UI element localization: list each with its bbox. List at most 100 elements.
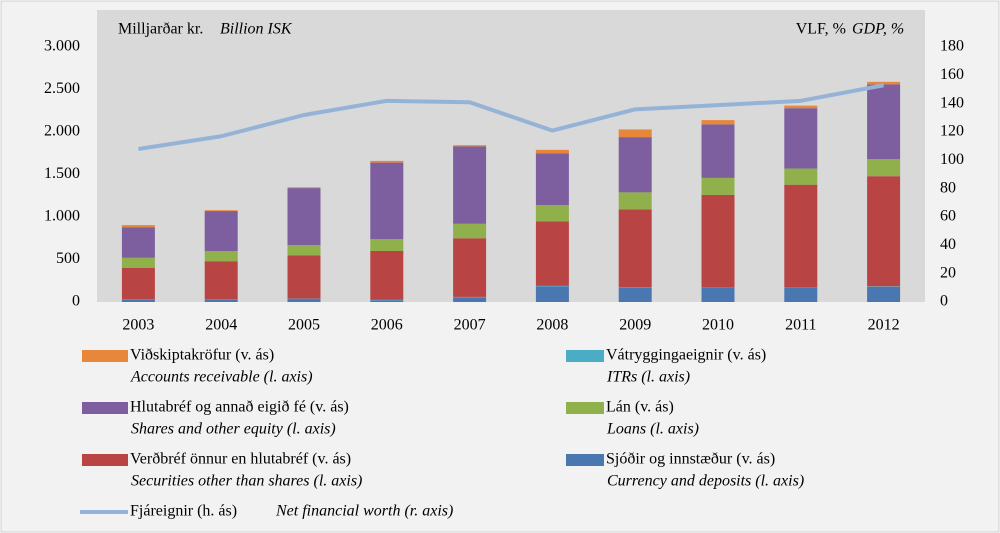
left-axis-label: Milljarðar kr.	[118, 21, 203, 38]
y-tick-label: 3.000	[44, 38, 80, 55]
bar-segment	[784, 105, 818, 109]
bar-segment	[121, 299, 155, 302]
bar-segment	[204, 251, 238, 262]
legend-label-en: ITRs (l. axis)	[606, 369, 690, 386]
bar-segment	[121, 257, 155, 268]
bar-segment	[867, 176, 901, 287]
bar-segment	[370, 160, 404, 163]
y2-tick-label: 120	[940, 123, 964, 140]
y2-tick-label: 140	[940, 94, 964, 111]
bar-segment	[701, 194, 735, 288]
legend-label: Verðbréf önnur en hlutabréf (v. ás)	[130, 451, 351, 468]
legend-label: Lán (v. ás)	[606, 399, 674, 416]
legend-swatch	[82, 454, 128, 466]
bar-segment	[287, 299, 321, 302]
x-tick-label: 2006	[371, 317, 403, 334]
right-axis-label: VLF, %	[796, 21, 846, 38]
bar-segment	[535, 149, 569, 154]
bar-segment	[370, 239, 404, 251]
legend-label: Viðskiptakröfur (v. ás)	[130, 347, 274, 364]
legend-label-en: Currency and deposits (l. axis)	[607, 473, 804, 490]
x-tick-label: 2008	[536, 317, 568, 334]
bar-segment	[535, 205, 569, 222]
bar-segment	[784, 287, 818, 302]
bar-segment	[287, 245, 321, 256]
legend-label-en: Accounts receivable (l. axis)	[130, 369, 313, 386]
bar-segment	[867, 81, 901, 85]
y-tick-label: 0	[72, 293, 80, 310]
legend-label: Vátryggingaeignir (v. ás)	[606, 347, 766, 364]
y2-tick-label: 100	[940, 151, 964, 168]
y-tick-label: 2.000	[44, 123, 80, 140]
bar-segment	[204, 261, 238, 300]
bar-segment	[370, 162, 404, 240]
bar-segment	[618, 192, 652, 210]
bar-segment	[784, 184, 818, 288]
bar-segment	[453, 297, 487, 302]
legend-swatch	[566, 402, 604, 414]
legend-label: Fjáreignir (h. ás)	[130, 503, 237, 520]
bar-segment	[121, 268, 155, 300]
bar-segment	[701, 120, 735, 125]
legend-label-en: Net financial worth (r. axis)	[275, 503, 453, 520]
bar-segment	[370, 300, 404, 302]
legend-label-en: Shares and other equity (l. axis)	[131, 421, 336, 438]
x-tick-label: 2007	[454, 317, 486, 334]
legend-label-en: Securities other than shares (l. axis)	[131, 473, 362, 490]
bar-segment	[867, 84, 901, 160]
legend-label: Hlutabréf og annað eigið fé (v. ás)	[130, 399, 349, 416]
left-axis-label-en: Billion ISK	[220, 21, 293, 38]
x-tick-label: 2003	[122, 317, 154, 334]
bar-segment	[204, 211, 238, 251]
bar-segment	[535, 286, 569, 302]
bar-segment	[121, 225, 155, 228]
bar-segment	[535, 221, 569, 286]
bar-segment	[287, 187, 321, 189]
legend-label-en: Loans (l. axis)	[606, 421, 699, 438]
bar-segment	[287, 255, 321, 299]
x-tick-label: 2004	[205, 317, 237, 334]
x-tick-label: 2012	[868, 317, 900, 334]
bar-segment	[784, 168, 818, 185]
right-axis-label-en: GDP, %	[852, 21, 904, 38]
bar-segment	[453, 223, 487, 239]
legend-swatch	[566, 350, 604, 362]
bar-segment	[121, 227, 155, 258]
bar-segment	[867, 159, 901, 177]
bar-segment	[867, 286, 901, 302]
bar-segment	[370, 251, 404, 300]
y2-tick-label: 0	[940, 293, 948, 310]
y2-tick-label: 60	[940, 208, 956, 225]
y2-tick-label: 160	[940, 66, 964, 83]
x-tick-label: 2005	[288, 317, 320, 334]
y-tick-label: 2.500	[44, 80, 80, 97]
bar-segment	[701, 124, 735, 178]
bar-segment	[618, 287, 652, 302]
x-tick-label: 2011	[785, 317, 816, 334]
bar-segment	[453, 146, 487, 224]
legend-swatch	[82, 350, 128, 362]
y2-tick-label: 80	[940, 179, 956, 196]
bar-segment	[618, 129, 652, 138]
bar-segment	[204, 299, 238, 302]
bar-segment	[618, 209, 652, 288]
y-tick-label: 1.500	[44, 165, 80, 182]
bar-segment	[535, 153, 569, 206]
bar-segment	[287, 188, 321, 246]
legend-label: Sjóðir og innstæður (v. ás)	[606, 451, 775, 468]
y2-tick-label: 40	[940, 236, 956, 253]
y2-tick-label: 20	[940, 264, 956, 281]
bar-segment	[701, 177, 735, 195]
y-tick-label: 500	[56, 250, 80, 267]
bar-segment	[618, 137, 652, 193]
y-tick-label: 1.000	[44, 208, 80, 225]
x-tick-label: 2009	[619, 317, 651, 334]
y2-tick-label: 180	[940, 38, 964, 55]
bar-segment	[453, 238, 487, 297]
legend-swatch	[82, 402, 128, 414]
line	[138, 83, 884, 151]
bar-segment	[204, 210, 238, 212]
bar-segment	[453, 145, 487, 147]
legend-swatch	[566, 454, 604, 466]
